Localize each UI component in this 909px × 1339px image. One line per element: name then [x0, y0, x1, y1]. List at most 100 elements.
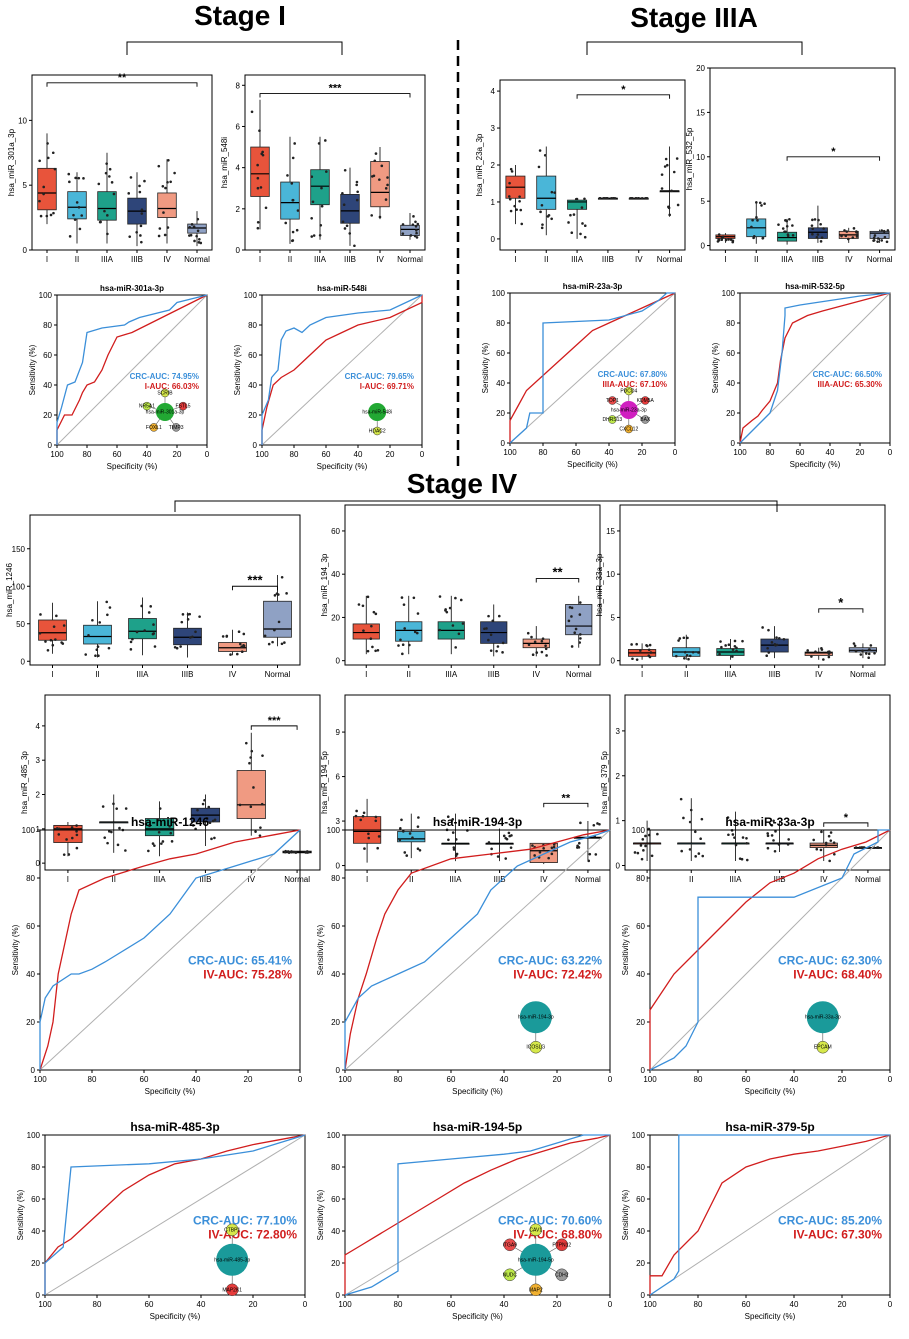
data-point — [285, 592, 288, 595]
data-point — [827, 650, 830, 654]
y-tick-label: 100 — [632, 826, 646, 835]
x-tick-label: 20 — [553, 1300, 562, 1309]
significance-label: ** — [562, 792, 571, 804]
data-point — [540, 226, 544, 230]
data-point — [273, 594, 277, 597]
y-tick-label: 60 — [43, 351, 52, 360]
data-point — [361, 604, 365, 608]
data-point — [883, 235, 887, 239]
data-point — [733, 639, 737, 643]
data-point — [650, 854, 654, 858]
x-tick-label: II — [112, 875, 116, 884]
data-point — [152, 632, 156, 635]
data-point — [319, 224, 323, 227]
x-tick-label: 60 — [140, 1075, 149, 1084]
data-point — [42, 185, 45, 189]
data-point — [490, 847, 493, 851]
data-point — [745, 858, 749, 862]
stage-auc-label: IV-AUC: 72.42% — [513, 967, 602, 981]
x-axis-label: Specificity (%) — [567, 460, 618, 469]
data-point — [127, 192, 131, 195]
data-point — [318, 233, 322, 237]
x-tick-label: 0 — [298, 1075, 303, 1084]
data-point — [249, 756, 252, 759]
data-point — [761, 626, 764, 629]
data-point — [80, 214, 84, 217]
data-point — [832, 841, 836, 845]
x-tick-label: 60 — [447, 1300, 456, 1309]
plot-frame — [624, 694, 891, 871]
diagonal-reference-line — [509, 292, 676, 444]
data-point — [844, 234, 848, 238]
x-tick-label: 40 — [790, 1075, 799, 1084]
data-point — [105, 600, 109, 604]
y-tick-label: 60 — [31, 1195, 40, 1204]
x-tick-label: IIIB — [488, 670, 500, 679]
significance-label: *** — [247, 572, 263, 587]
data-point — [140, 208, 144, 211]
data-point — [766, 832, 769, 835]
data-point — [592, 823, 596, 827]
data-point — [540, 650, 544, 654]
data-point — [221, 635, 225, 638]
data-point — [672, 170, 676, 174]
data-point — [371, 175, 374, 178]
data-point — [815, 235, 819, 239]
data-point — [413, 234, 417, 238]
data-point — [198, 237, 201, 241]
data-point — [579, 232, 582, 236]
data-point — [687, 657, 690, 661]
data-point — [648, 643, 652, 647]
network-hub — [806, 1001, 839, 1034]
y-tick-label: 20 — [331, 1018, 340, 1027]
x-tick-label: IV — [820, 875, 828, 884]
data-point — [761, 236, 765, 240]
data-point — [855, 230, 858, 233]
data-point — [374, 612, 378, 616]
data-point — [296, 209, 300, 212]
data-point — [644, 196, 647, 200]
data-point — [211, 819, 215, 823]
data-point — [403, 851, 407, 854]
network-node — [555, 1268, 569, 1282]
data-point — [811, 227, 815, 231]
roc-curve-stage — [509, 292, 676, 443]
significance-label: ** — [552, 565, 563, 580]
data-point — [376, 846, 379, 850]
x-tick-label: IV — [247, 875, 255, 884]
x-tick-label: IIIA — [571, 255, 584, 264]
y-tick-label: 100 — [12, 582, 26, 591]
network-hub-label: hsa-miR-548i — [362, 410, 392, 416]
data-point — [552, 843, 556, 846]
data-point — [766, 646, 769, 650]
network-node-label: DHRS13 — [602, 417, 622, 423]
data-point — [286, 850, 290, 853]
data-point — [341, 220, 345, 224]
data-point — [819, 240, 823, 243]
y-tick-label: 80 — [43, 321, 52, 330]
data-point — [170, 840, 174, 843]
data-point — [567, 619, 571, 623]
data-point — [135, 630, 139, 634]
y-tick-label: 0 — [36, 1291, 41, 1300]
y-axis-label: Sensitivity (%) — [316, 924, 325, 975]
data-point — [791, 224, 794, 227]
x-tick-label: 80 — [694, 1300, 703, 1309]
data-point — [545, 654, 548, 657]
y-tick-label: 80 — [636, 1163, 645, 1172]
y-tick-label: 10 — [606, 570, 615, 579]
data-point — [631, 657, 634, 661]
data-point — [248, 761, 251, 765]
data-point — [378, 215, 382, 219]
network-node-label: HDAC2 — [369, 429, 386, 435]
data-point — [852, 227, 856, 230]
data-point — [198, 615, 201, 618]
x-tick-label: 20 — [386, 450, 395, 459]
data-point — [688, 654, 692, 658]
diagonal-reference-line — [44, 1134, 306, 1296]
stage-auc-label: I-AUC: 66.03% — [145, 382, 199, 391]
data-point — [741, 639, 744, 643]
y-tick-label: 80 — [248, 321, 257, 330]
network-node — [608, 415, 617, 424]
network-node — [225, 1283, 239, 1297]
